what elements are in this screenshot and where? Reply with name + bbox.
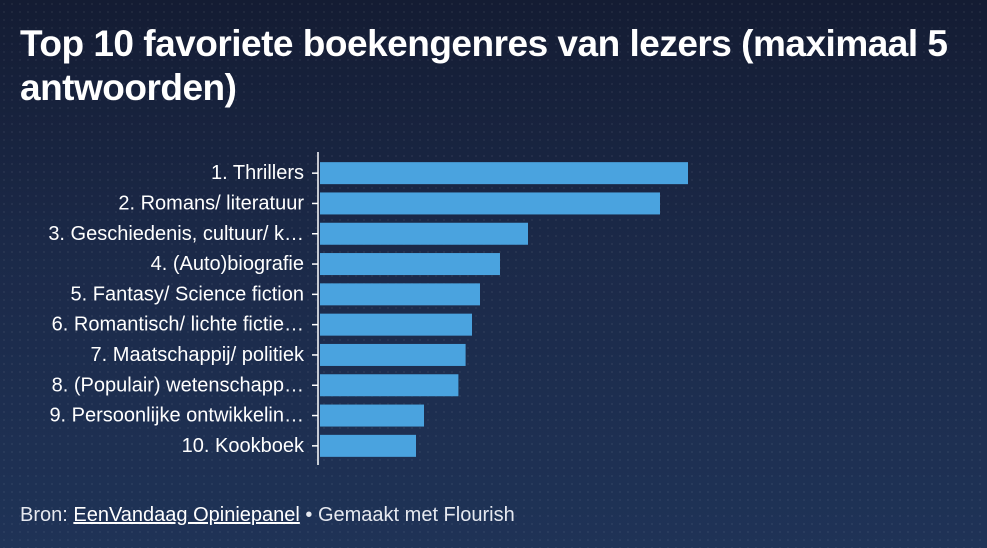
bar[interactable] [320,404,424,427]
category-label: 7. Maatschappij/ politiek [91,344,305,366]
category-label: 10. Kookboek [182,435,305,457]
bar[interactable] [320,253,500,276]
footer: Bron: EenVandaag Opiniepanel • Gemaakt m… [20,504,515,527]
category-label: 3. Geschiedenis, cultuur/ k… [48,223,304,245]
bar[interactable] [320,313,472,336]
bar[interactable] [320,283,480,306]
bar[interactable] [320,162,688,185]
source-link[interactable]: EenVandaag Opiniepanel [73,504,300,526]
bar[interactable] [320,434,416,457]
category-label: 2. Romans/ literatuur [118,192,304,214]
bar[interactable] [320,192,660,215]
bar[interactable] [320,374,459,397]
category-label: 6. Romantisch/ lichte fictie… [52,314,304,336]
category-label: 1. Thrillers [211,162,304,184]
source-prefix: Bron: [20,504,74,526]
bar[interactable] [320,222,528,245]
category-label: 5. Fantasy/ Science fiction [71,283,304,305]
category-label: 9. Persoonlijke ontwikkelin… [49,405,304,427]
bar[interactable] [320,343,466,366]
bar-chart: 1. Thrillers 2. Romans/ literatuur 3. Gesc… [48,152,688,465]
chart-title: Top 10 favoriete boekengenres van lezers… [20,23,948,108]
category-label: 8. (Populair) wetenschapp… [52,374,304,396]
made-with-flourish: • Gemaakt met Flourish [299,504,515,526]
category-label: 4. (Auto)biografie [151,253,304,275]
